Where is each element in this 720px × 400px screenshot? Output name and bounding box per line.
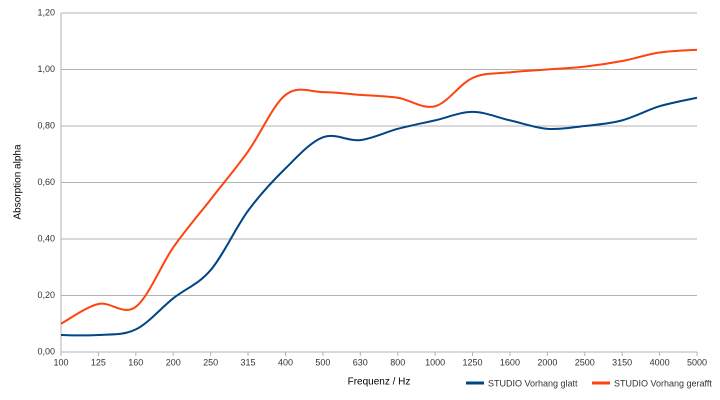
- x-tick-label: 4000: [650, 357, 670, 367]
- x-tick-label: 400: [278, 357, 293, 367]
- y-tick-label: 0,60: [37, 177, 55, 187]
- x-tick-label: 1600: [500, 357, 520, 367]
- y-tick-label: 0,00: [37, 346, 55, 356]
- legend-label: STUDIO Vorhang gerafft: [614, 378, 712, 388]
- x-tick-label: 125: [91, 357, 106, 367]
- y-tick-label: 1,00: [37, 64, 55, 74]
- x-tick-label: 2500: [575, 357, 595, 367]
- x-tick-label: 315: [241, 357, 256, 367]
- x-tick-label: 250: [203, 357, 218, 367]
- line: [60, 96, 698, 337]
- x-tick-label: 800: [390, 357, 405, 367]
- x-tick-label: 200: [166, 357, 181, 367]
- x-axis-title: Frequenz / Hz: [348, 377, 411, 388]
- y-tick-label: 0,20: [37, 290, 55, 300]
- x-tick-label: 100: [53, 357, 68, 367]
- x-tick-label: 1000: [425, 357, 445, 367]
- y-tick-label: 1,20: [37, 7, 55, 17]
- y-tick-label: 0,80: [37, 120, 55, 130]
- x-tick-label: 2000: [537, 357, 557, 367]
- x-tick-label: 3150: [612, 357, 632, 367]
- x-tick-label: 5000: [687, 357, 707, 367]
- x-tick-label: 160: [128, 357, 143, 367]
- legend-label: STUDIO Vorhang glatt: [488, 378, 578, 388]
- x-tick-label: 1250: [463, 357, 483, 367]
- y-tick-label: 0,40: [37, 233, 55, 243]
- x-tick-label: 630: [353, 357, 368, 367]
- y-axis-title: Absorption alpha: [13, 144, 24, 219]
- line: [60, 48, 698, 325]
- x-tick-label: 500: [315, 357, 330, 367]
